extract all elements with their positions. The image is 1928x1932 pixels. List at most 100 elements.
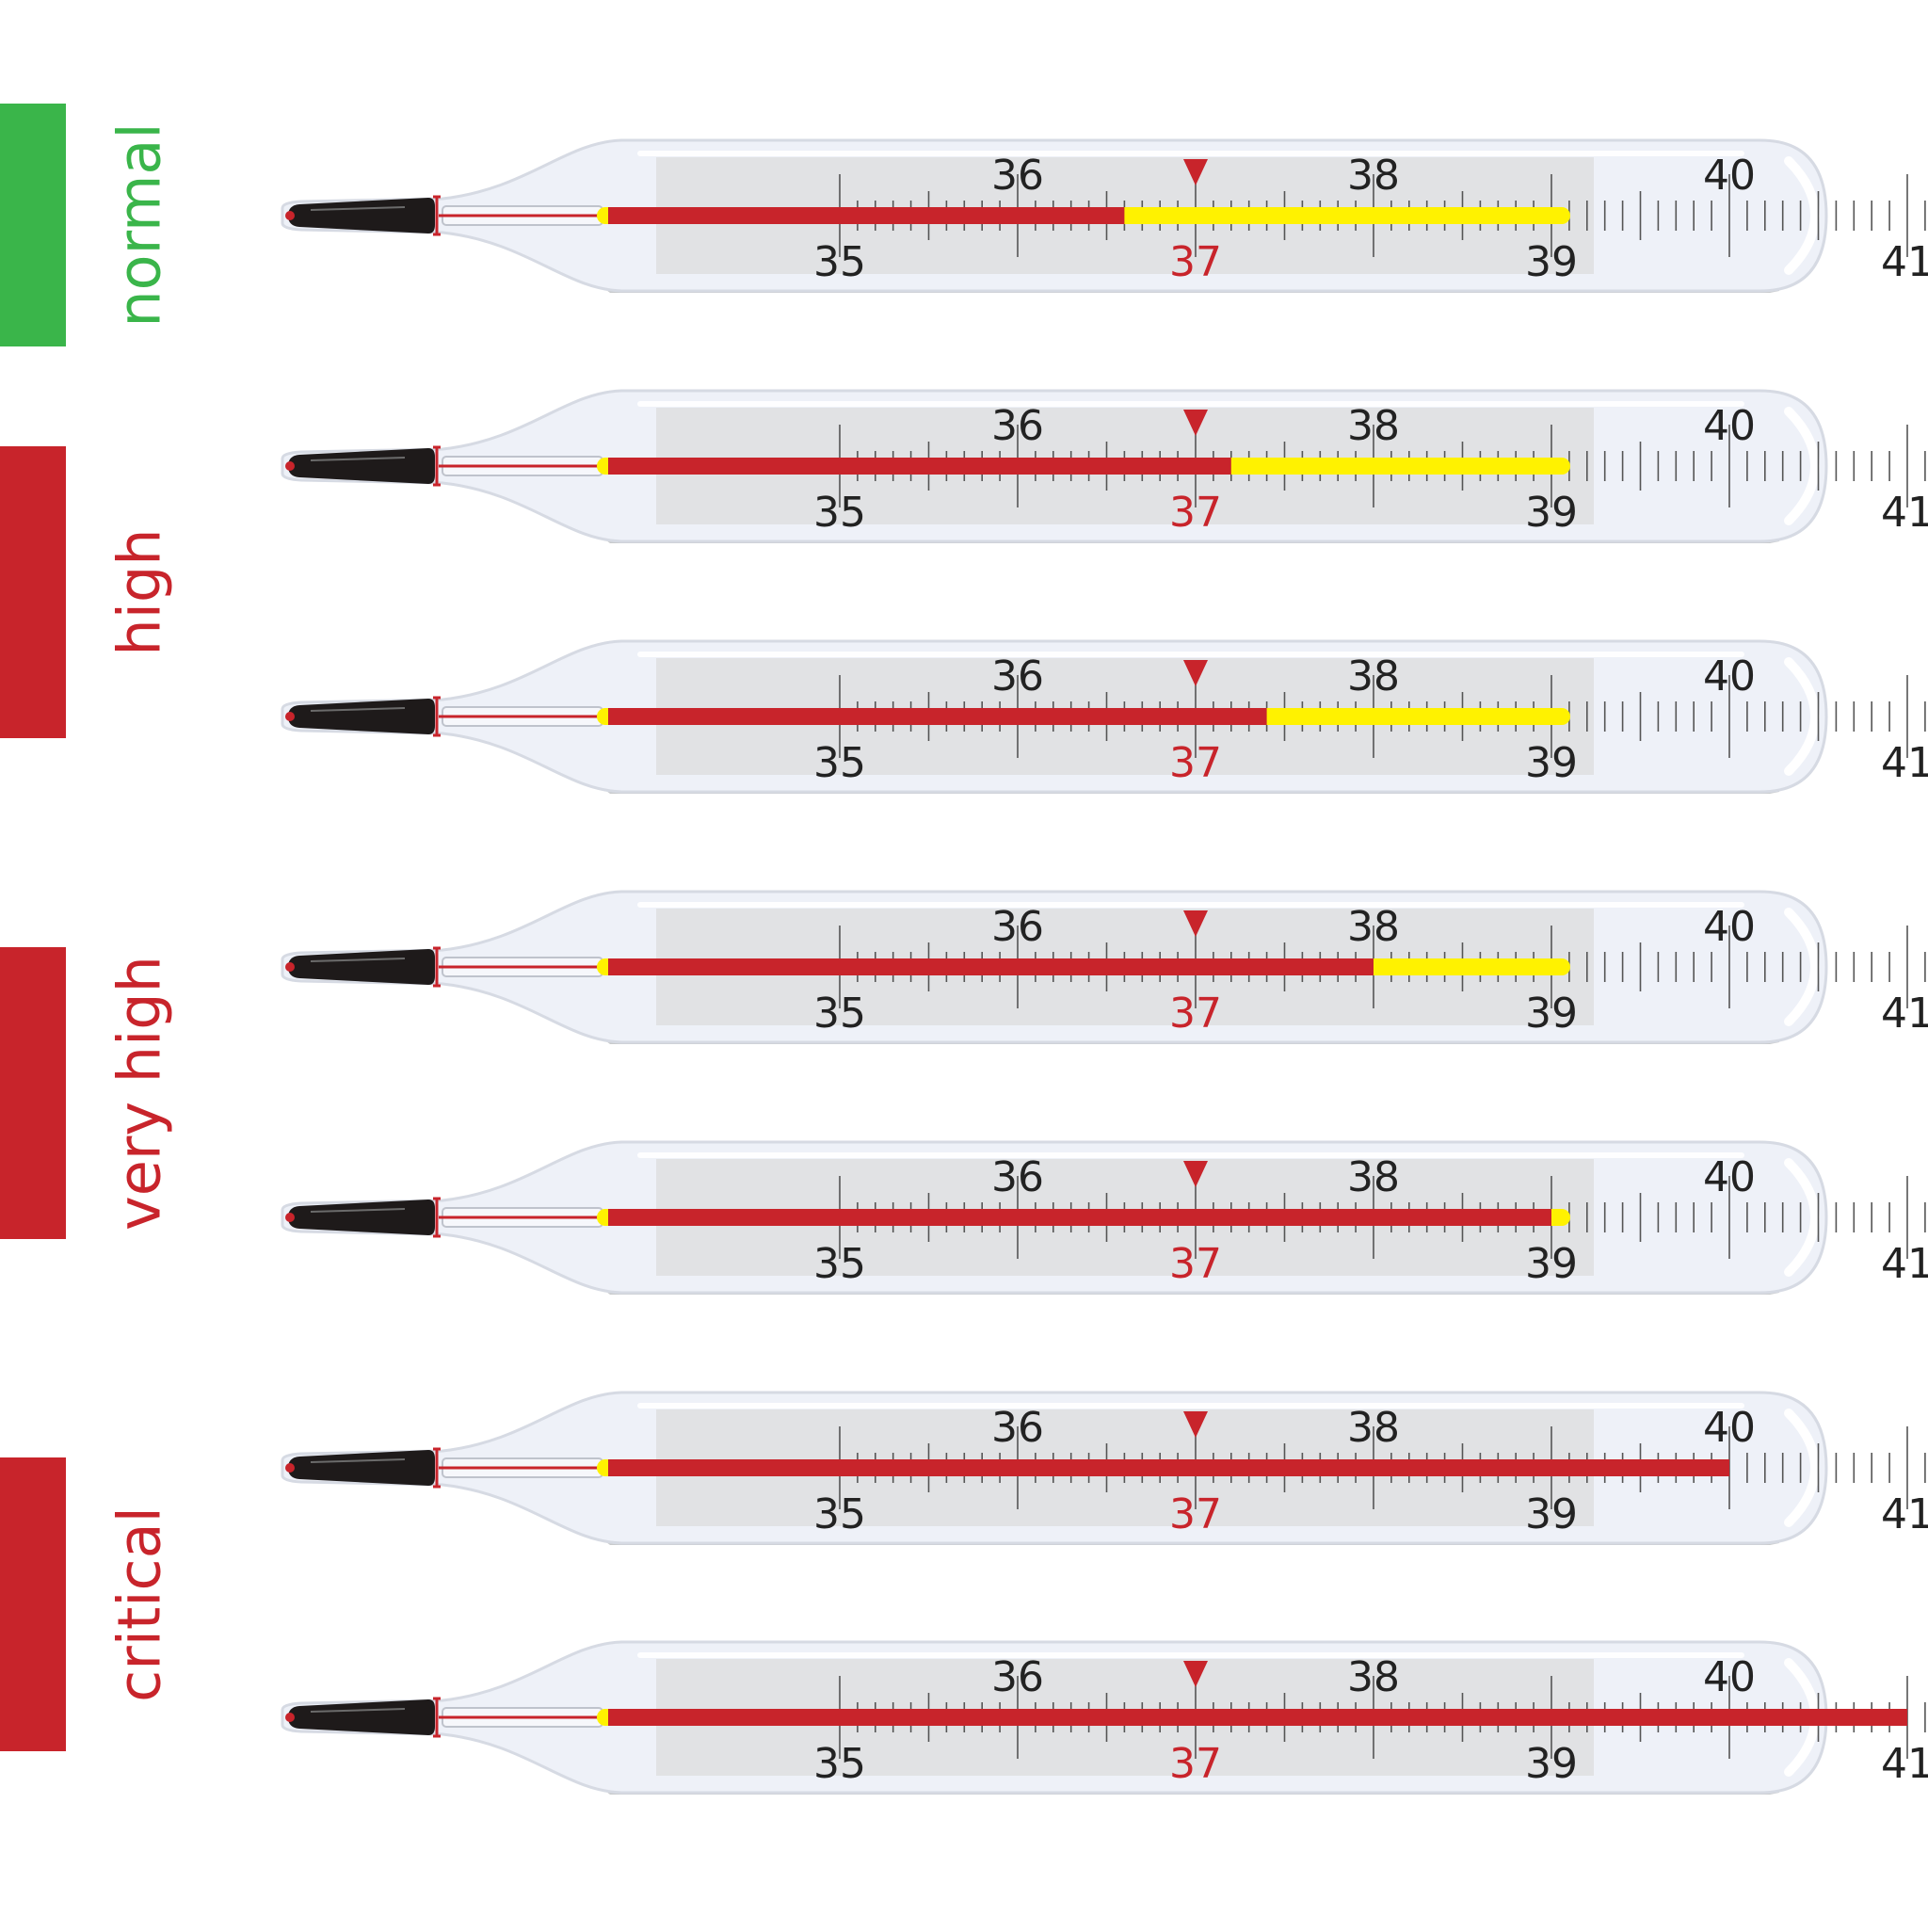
scale-label-upper: 38 [1347,652,1400,700]
tip-shine [310,457,406,461]
tip-dot [285,962,295,972]
scale-label-upper: 36 [991,1653,1044,1701]
thermometer: 3638404235373941°C [281,1140,1928,1295]
tip-dot [285,1713,295,1722]
scale-label-lower: 39 [1525,1240,1578,1288]
category-bar [0,1457,66,1751]
scale-label-lower: 39 [1525,489,1578,537]
scale-label-upper: 38 [1347,402,1400,450]
glass-highlight [1784,908,1821,1026]
scale-label-upper: 36 [991,652,1044,700]
category-label: very high [105,956,174,1231]
tip-shine [310,707,406,712]
mercury-column [608,1709,1907,1726]
scale-label-lower: 41 [1881,739,1928,787]
tip-shine [310,958,406,962]
scale-label-upper: 40 [1703,1404,1756,1452]
thermometer: 3638404235373941°C [281,389,1928,543]
scale-label-upper: 38 [1347,152,1400,200]
scale-label-lower: 41 [1881,1240,1928,1288]
mercury-column [608,958,1374,975]
scale-label-upper: 40 [1703,1653,1756,1701]
thermometer: 3638404235373941°C [281,639,1928,794]
scale-label-lower: 41 [1881,990,1928,1038]
scale-label-lower: 37 [1169,1740,1222,1788]
scale-label-upper: 38 [1347,1153,1400,1201]
scale-label-upper: 38 [1347,1404,1400,1452]
glass-highlight [1784,407,1821,525]
scale-label-lower: 39 [1525,1740,1578,1788]
scale-label-lower: 37 [1169,1490,1222,1538]
scale-label-lower: 41 [1881,1490,1928,1538]
category-bar [0,947,66,1239]
category-label: critical [105,1506,174,1702]
category-normal: normal [0,104,174,346]
thermometer: 3638404235373941°C [281,1391,1928,1545]
scale-label-upper: 36 [991,1153,1044,1201]
scale-label-upper: 40 [1703,152,1756,200]
scale-label-upper: 40 [1703,1153,1756,1201]
category-bar [0,446,66,738]
scale-label-lower: 35 [813,1740,866,1788]
scale-label-lower: 39 [1525,1490,1578,1538]
scale-label-upper: 40 [1703,652,1756,700]
tip-dot [285,1213,295,1222]
scale-label-upper: 38 [1347,1653,1400,1701]
tip-shine [310,206,406,211]
scale-label-lower: 35 [813,238,866,286]
mercury-column [608,1209,1551,1226]
scale-label-lower: 35 [813,1240,866,1288]
normal-marker-icon [1183,1161,1208,1187]
tip-shine [310,1458,406,1463]
category-label: high [105,528,174,655]
glass-highlight [1784,1158,1821,1277]
scale-label-lower: 37 [1169,489,1222,537]
mercury-column [608,458,1231,475]
scale-label-upper: 40 [1703,903,1756,951]
scale-label-upper: 36 [991,152,1044,200]
mercury-column [608,1459,1729,1476]
normal-marker-icon [1183,410,1208,436]
scale-label-upper: 40 [1703,402,1756,450]
normal-marker-icon [1183,1411,1208,1438]
thermometer: 3638404235373941°C [281,890,1928,1044]
scale-label-lower: 35 [813,990,866,1038]
scale-label-upper: 36 [991,1404,1044,1452]
category-bar [0,104,66,346]
normal-marker-icon [1183,660,1208,686]
glass-highlight [1784,1409,1821,1527]
glass-highlight [1784,156,1821,275]
scale-label-lower: 35 [813,489,866,537]
tip-dot [285,712,295,721]
scale-label-lower: 39 [1525,739,1578,787]
scale-label-lower: 37 [1169,1240,1222,1288]
scale-label-upper: 36 [991,402,1044,450]
mercury-column [608,207,1125,224]
scale-label-lower: 41 [1881,238,1928,286]
scale-label-lower: 39 [1525,238,1578,286]
scale-label-lower: 37 [1169,238,1222,286]
scale-label-lower: 41 [1881,1740,1928,1788]
tip-shine [310,1708,406,1713]
scale-label-lower: 35 [813,739,866,787]
tip-dot [285,1463,295,1473]
category-critical: critical [0,1457,174,1751]
mercury-column [608,708,1267,725]
scale-label-lower: 37 [1169,739,1222,787]
thermometer: 3638404235373941°C [281,1640,1928,1795]
category-very-high: very high [0,947,174,1239]
scale-label-upper: 36 [991,903,1044,951]
thermometer: 3638404235373941°C [281,138,1928,293]
tip-dot [285,211,295,220]
normal-marker-icon [1183,159,1208,185]
scale-label-lower: 35 [813,1490,866,1538]
tip-dot [285,461,295,471]
tip-shine [310,1208,406,1213]
normal-marker-icon [1183,910,1208,937]
scale-label-lower: 37 [1169,990,1222,1038]
normal-marker-icon [1183,1661,1208,1687]
category-high: high [0,446,174,738]
scale-label-lower: 39 [1525,990,1578,1038]
